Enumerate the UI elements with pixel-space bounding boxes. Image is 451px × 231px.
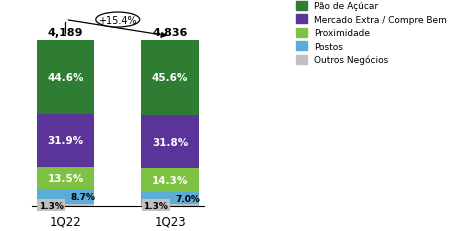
Text: 1Q23: 1Q23 [154, 214, 185, 228]
Text: 1.3%: 1.3% [39, 201, 64, 210]
Bar [37, 40, 94, 114]
Text: +15.4%: +15.4% [98, 15, 137, 25]
Text: 8.7%: 8.7% [70, 192, 96, 201]
Bar [37, 204, 94, 206]
Bar [141, 192, 198, 204]
Bar [141, 204, 198, 206]
Text: 31.8%: 31.8% [152, 137, 188, 147]
Bar [37, 114, 94, 167]
Text: 4,836: 4,836 [152, 28, 187, 38]
Bar [37, 190, 94, 204]
Text: 1Q22: 1Q22 [50, 214, 81, 228]
Bar [37, 167, 94, 190]
Text: 31.9%: 31.9% [47, 136, 83, 146]
Text: 1.3%: 1.3% [143, 201, 168, 210]
Text: 13.5%: 13.5% [47, 173, 83, 183]
Ellipse shape [96, 13, 139, 28]
Text: 4,189: 4,189 [48, 28, 83, 38]
Bar [141, 40, 198, 116]
Bar [141, 116, 198, 169]
Legend: Pão de Açúcar, Mercado Extra / Compre Bem, Proximidade, Postos, Outros Negócios: Pão de Açúcar, Mercado Extra / Compre Be… [295, 1, 447, 66]
Text: 44.6%: 44.6% [47, 72, 83, 82]
Text: 14.3%: 14.3% [152, 176, 188, 185]
Text: 7.0%: 7.0% [175, 194, 200, 203]
Text: 45.6%: 45.6% [152, 73, 188, 83]
Bar [141, 169, 198, 192]
